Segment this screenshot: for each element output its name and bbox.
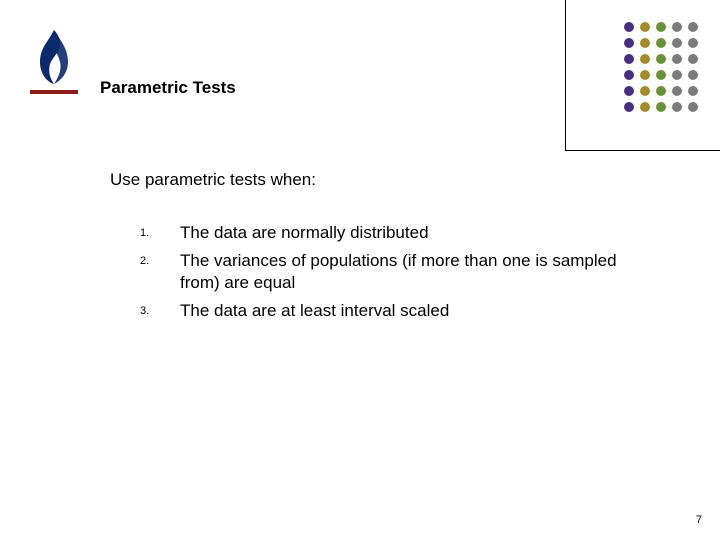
flame-icon [30, 28, 78, 86]
list-item-text: The variances of populations (if more th… [180, 250, 660, 294]
decorative-dot [640, 38, 650, 48]
decorative-dot [656, 86, 666, 96]
slide-title: Parametric Tests [100, 78, 236, 98]
list-item-number: 1. [140, 222, 180, 239]
divider-vertical [565, 0, 566, 150]
page-number: 7 [696, 514, 702, 526]
decorative-dot [656, 54, 666, 64]
decorative-dot [640, 54, 650, 64]
decorative-dot [640, 70, 650, 80]
slide-subtitle: Use parametric tests when: [110, 170, 316, 190]
decorative-dot [624, 102, 634, 112]
decorative-dot [656, 22, 666, 32]
decorative-dot [672, 54, 682, 64]
decorative-dot [688, 86, 698, 96]
decorative-dot [672, 70, 682, 80]
decorative-dot [688, 54, 698, 64]
list-item-number: 3. [140, 300, 180, 317]
decorative-dot [640, 86, 650, 96]
list-item-text: The data are at least interval scaled [180, 300, 660, 322]
decorative-dot [672, 102, 682, 112]
decorative-dot [624, 38, 634, 48]
list-item-text: The data are normally distributed [180, 222, 660, 244]
ordered-list: 1.The data are normally distributed2.The… [140, 222, 660, 328]
decorative-dot [640, 102, 650, 112]
decorative-dot [688, 102, 698, 112]
decorative-dot [656, 102, 666, 112]
list-item: 3.The data are at least interval scaled [140, 300, 660, 322]
divider-horizontal [565, 150, 720, 151]
decorative-dot [656, 70, 666, 80]
decorative-dot [656, 38, 666, 48]
decorative-dot [640, 22, 650, 32]
dot-grid [624, 22, 700, 114]
list-item: 2.The variances of populations (if more … [140, 250, 660, 294]
decorative-dot [688, 70, 698, 80]
decorative-dot [672, 22, 682, 32]
decorative-dot [688, 38, 698, 48]
decorative-dot [624, 22, 634, 32]
logo-underline [30, 90, 78, 94]
list-item-number: 2. [140, 250, 180, 267]
decorative-dot [624, 70, 634, 80]
logo [30, 28, 78, 94]
decorative-dot [688, 22, 698, 32]
list-item: 1.The data are normally distributed [140, 222, 660, 244]
decorative-dot [672, 86, 682, 96]
decorative-dot [624, 54, 634, 64]
slide: Parametric Tests Use parametric tests wh… [0, 0, 720, 540]
decorative-dot [624, 86, 634, 96]
decorative-dot [672, 38, 682, 48]
